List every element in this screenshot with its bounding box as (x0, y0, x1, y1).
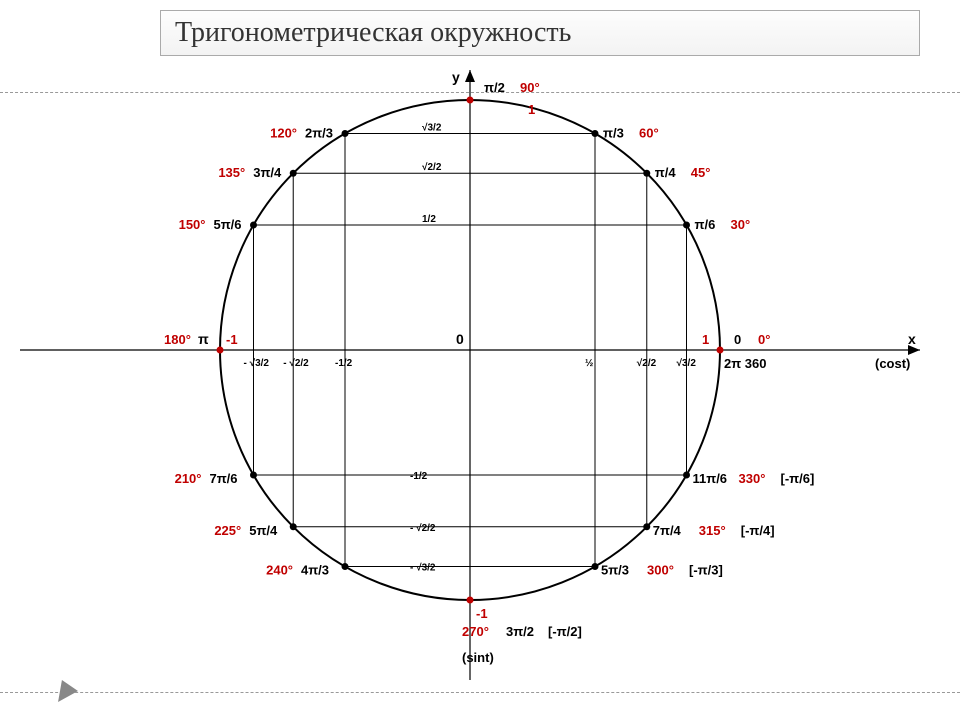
cost-label: (cost) (875, 356, 910, 371)
y-tick: √2/2 (422, 162, 442, 173)
angle-point (592, 563, 599, 570)
x-tick: - √3/2 (244, 358, 270, 369)
angle-rad: π/2 (484, 80, 505, 95)
x-tick-1: 1 (702, 332, 709, 347)
angle-rad: π/4 (655, 165, 677, 180)
axis-point (217, 347, 224, 354)
angle-neg: [-π/4] (741, 523, 775, 538)
angle-deg: 135° (218, 165, 245, 180)
x-tick-n1: -1 (226, 332, 238, 347)
angle-point (342, 563, 349, 570)
angle-point (683, 472, 690, 479)
angle-point (643, 523, 650, 530)
angle-point (290, 170, 297, 177)
y-axis-label: y (452, 69, 460, 85)
angle-rad: 2π/3 (305, 125, 333, 140)
axis-point (717, 347, 724, 354)
angle-neg: [-π/3] (689, 563, 723, 578)
angle-deg: 330° (739, 471, 766, 486)
angle-rad: 3π/2 (506, 624, 534, 639)
x-tick: √2/2 (637, 358, 657, 369)
x-tick: -1/2 (335, 358, 353, 369)
angle-rad: 5π/6 (213, 217, 241, 232)
angle-deg: 240° (266, 563, 293, 578)
sint-label: (sint) (462, 650, 494, 665)
angle-rad: π/3 (603, 125, 624, 140)
x-tick: √3/2 (677, 358, 697, 369)
x-tick: ½ (585, 358, 593, 369)
y-tick-n1: -1 (476, 606, 488, 621)
angle-rad: 7π/6 (209, 471, 237, 486)
y-tick: - √2/2 (410, 523, 436, 534)
angle-deg: 270° (462, 624, 489, 639)
x-axis-label: x (908, 331, 916, 347)
angle-deg: 315° (699, 523, 726, 538)
angle-deg: 30° (731, 217, 751, 232)
angle-point (592, 130, 599, 137)
angle-ext: 2π 360 (724, 356, 767, 371)
angle-point (683, 222, 690, 229)
angle-deg: 45° (691, 165, 711, 180)
angle-deg: 225° (214, 523, 241, 538)
angle-neg: [-π/2] (548, 624, 582, 639)
angle-point (342, 130, 349, 137)
angle-rad: 0 (734, 332, 741, 347)
angle-deg: 180° (164, 332, 191, 347)
angle-point (643, 170, 650, 177)
angle-rad: 7π/4 (653, 523, 682, 538)
angle-deg: 150° (179, 217, 206, 232)
origin-label: 0 (456, 331, 464, 347)
y-tick: √3/2 (422, 123, 442, 134)
axis-point (467, 97, 474, 104)
angle-rad: 11π/6 (693, 471, 728, 486)
angle-deg: 300° (647, 563, 674, 578)
y-tick: 1/2 (422, 214, 436, 225)
angle-neg: [-π/6] (781, 471, 815, 486)
angle-rad: 5π/3 (601, 563, 629, 578)
angle-rad: π (198, 331, 209, 347)
angle-deg: 0° (758, 332, 770, 347)
angle-deg: 90° (520, 80, 540, 95)
angle-rad: π/6 (695, 217, 716, 232)
y-tick: - √3/2 (410, 563, 436, 574)
angle-point (290, 523, 297, 530)
axis-point (467, 597, 474, 604)
angle-point (250, 222, 257, 229)
angle-deg: 60° (639, 125, 659, 140)
angle-deg: 120° (270, 125, 297, 140)
angle-rad: 4π/3 (301, 563, 329, 578)
y-tick: -1/2 (410, 471, 428, 482)
y-tick-1: 1 (528, 102, 535, 117)
angle-rad: 3π/4 (253, 165, 282, 180)
angle-point (250, 472, 257, 479)
x-tick: - √2/2 (283, 358, 309, 369)
angle-deg: 210° (175, 471, 202, 486)
unit-circle-diagram: y x 0 (cost) (sint) 0 0° 2π 360 1 π/6 30° π/4 45° π/3… (0, 0, 960, 720)
angle-rad: 5π/4 (249, 523, 278, 538)
